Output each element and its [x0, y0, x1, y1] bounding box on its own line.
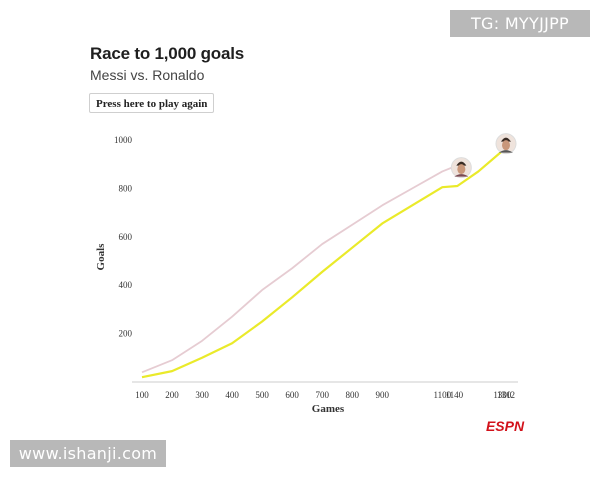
x-tick-label: 500 [255, 390, 269, 400]
x-tick-label: 1100 [433, 390, 451, 400]
x-tick-label: 100 [135, 390, 149, 400]
x-tick-label: 900 [376, 390, 390, 400]
chart-subtitle: Messi vs. Ronaldo [90, 67, 205, 83]
y-tick-label: 1000 [114, 135, 133, 145]
espn-logo-text: ESPN [486, 418, 525, 434]
series-layer [141, 148, 507, 379]
x-axis-title: Games [312, 403, 345, 415]
x-tick-label: 600 [285, 390, 299, 400]
watermark-bottom: www.ishanji.com [10, 440, 166, 467]
y-axis-title: Goals [95, 243, 107, 271]
x-tick-label: 1312 [497, 390, 515, 400]
y-tick-label: 200 [119, 329, 133, 339]
messi-line [141, 165, 455, 374]
y-axis-ticks: 200 400 600 800 1000 [114, 135, 133, 339]
avatar-layer [450, 133, 517, 179]
ronaldo-line [141, 148, 507, 379]
x-tick-label: 300 [195, 390, 209, 400]
y-tick-label: 600 [119, 232, 133, 242]
ronaldo-avatar [495, 133, 517, 155]
play-again-button[interactable]: Press here to play again [89, 93, 215, 113]
y-tick-label: 400 [119, 280, 133, 290]
watermark-top: TG: MYYJJPP [450, 10, 590, 37]
x-tick-label: 1300 [493, 390, 512, 400]
x-tick-label: 400 [225, 390, 239, 400]
messi-avatar [450, 157, 472, 179]
espn-logo: ESPN [486, 418, 525, 434]
x-tick-label: 800 [345, 390, 359, 400]
chart-title: Race to 1,000 goals [90, 44, 244, 63]
x-tick-label: 200 [165, 390, 179, 400]
x-tick-label: 1140 [446, 390, 464, 400]
y-tick-label: 800 [119, 183, 133, 193]
x-tick-label: 700 [315, 390, 329, 400]
